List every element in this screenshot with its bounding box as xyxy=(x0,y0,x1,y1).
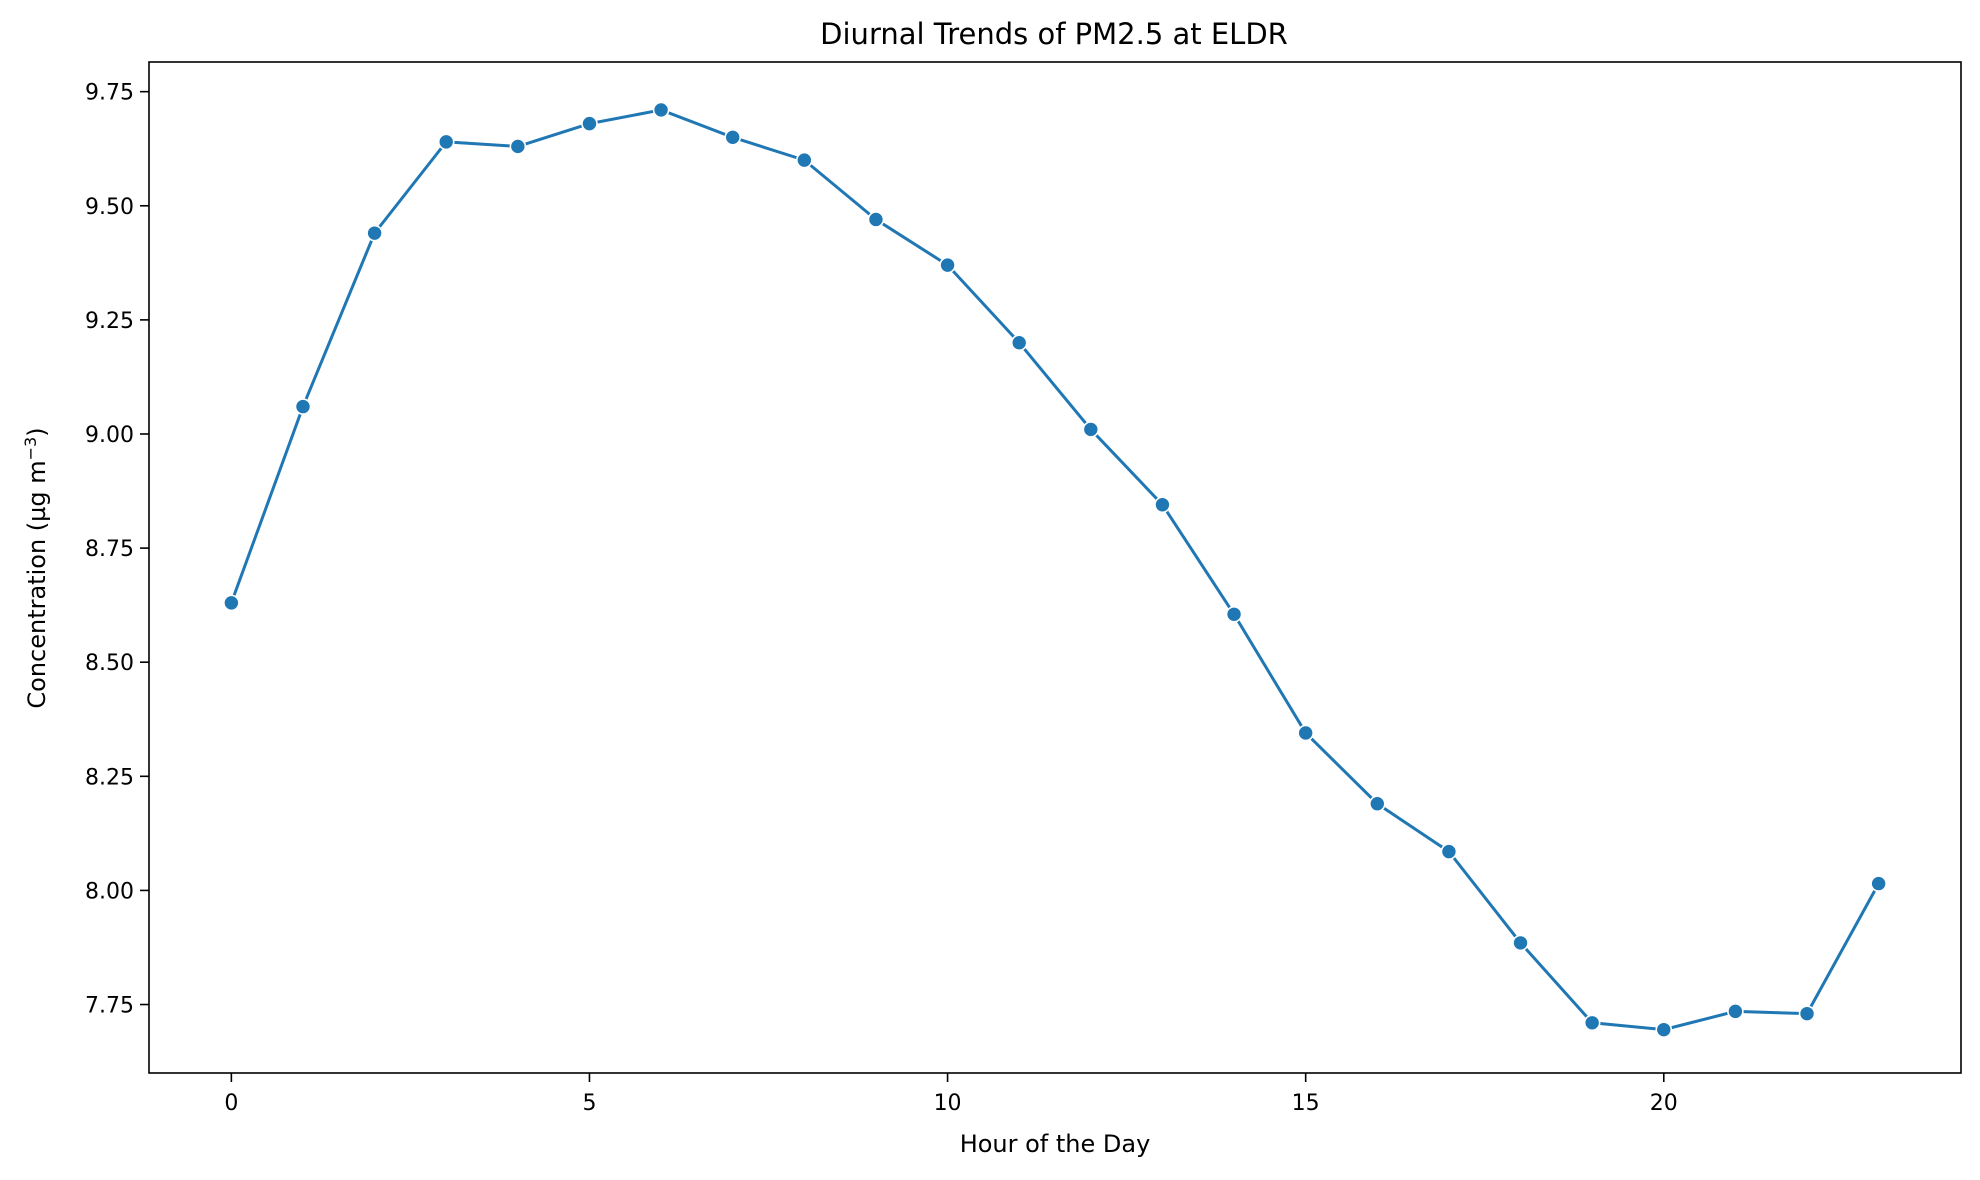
data-point-hour-4 xyxy=(509,138,527,155)
y-tick-label-7.75: 7.75 xyxy=(85,994,134,1019)
data-point-hour-18 xyxy=(1512,934,1529,952)
x-axis-ticks: 0 5 10 15 20 xyxy=(224,1073,1678,1116)
y-tick-label-8.25: 8.25 xyxy=(85,765,134,790)
series-line xyxy=(229,108,1881,1032)
data-point-hour-3 xyxy=(437,133,455,151)
data-point-hour-0 xyxy=(223,594,240,612)
data-point-hour-22 xyxy=(1798,1005,1816,1022)
data-point-hour-10 xyxy=(939,256,956,274)
y-tick-label-8.50: 8.50 xyxy=(85,651,134,676)
data-point-hour-19 xyxy=(1583,1014,1601,1032)
data-point-hour-5 xyxy=(581,115,598,132)
y-tick-label-9.50: 9.50 xyxy=(85,195,134,220)
data-point-hour-8 xyxy=(796,151,813,169)
data-point-hour-6 xyxy=(652,101,670,119)
y-axis-title: Concentration (µg m−3) xyxy=(21,427,51,708)
y-tick-label-9.75: 9.75 xyxy=(85,81,134,106)
y-tick-label-8.00: 8.00 xyxy=(85,879,134,904)
data-point-hour-16 xyxy=(1368,795,1386,813)
y-axis-title-text: Concentration (µg m xyxy=(23,460,51,708)
data-point-hour-20 xyxy=(1655,1021,1673,1038)
plot-area xyxy=(149,62,1961,1073)
chart-title: Diurnal Trends of PM2.5 at ELDR xyxy=(820,17,1288,51)
x-axis-title: Hour of the Day xyxy=(960,1130,1151,1158)
x-tick-label-20: 20 xyxy=(1650,1091,1678,1116)
x-tick-label-15: 15 xyxy=(1292,1091,1320,1116)
data-point-hour-1 xyxy=(294,398,312,415)
data-point-hour-23 xyxy=(1870,875,1887,892)
data-point-hour-2 xyxy=(366,224,383,242)
y-axis-title-superscript: −3 xyxy=(21,437,40,461)
data-point-hour-13 xyxy=(1154,496,1171,514)
x-tick-label-0: 0 xyxy=(224,1091,238,1116)
data-point-hour-17 xyxy=(1440,843,1458,860)
y-tick-label-9.25: 9.25 xyxy=(85,309,134,334)
plot-frame xyxy=(148,61,1962,1074)
x-tick-label-5: 5 xyxy=(582,1091,596,1116)
data-point-hour-12 xyxy=(1082,421,1100,438)
y-axis-title-close: ) xyxy=(23,427,51,436)
data-point-hour-21 xyxy=(1727,1003,1744,1020)
data-point-hour-14 xyxy=(1225,605,1243,623)
x-tick-label-10: 10 xyxy=(934,1091,962,1116)
data-point-hour-15 xyxy=(1297,724,1314,742)
series-pm25 xyxy=(223,101,1887,1038)
y-tick-label-8.75: 8.75 xyxy=(85,537,134,562)
y-tick-label-9.00: 9.00 xyxy=(85,423,134,448)
data-point-hour-9 xyxy=(867,211,885,228)
data-point-hour-11 xyxy=(1010,334,1028,352)
data-point-hour-7 xyxy=(724,129,742,146)
y-axis-ticks: 7.75 8.00 8.25 8.50 8.75 9.00 9.25 9.50 9.75 xyxy=(85,81,149,1019)
